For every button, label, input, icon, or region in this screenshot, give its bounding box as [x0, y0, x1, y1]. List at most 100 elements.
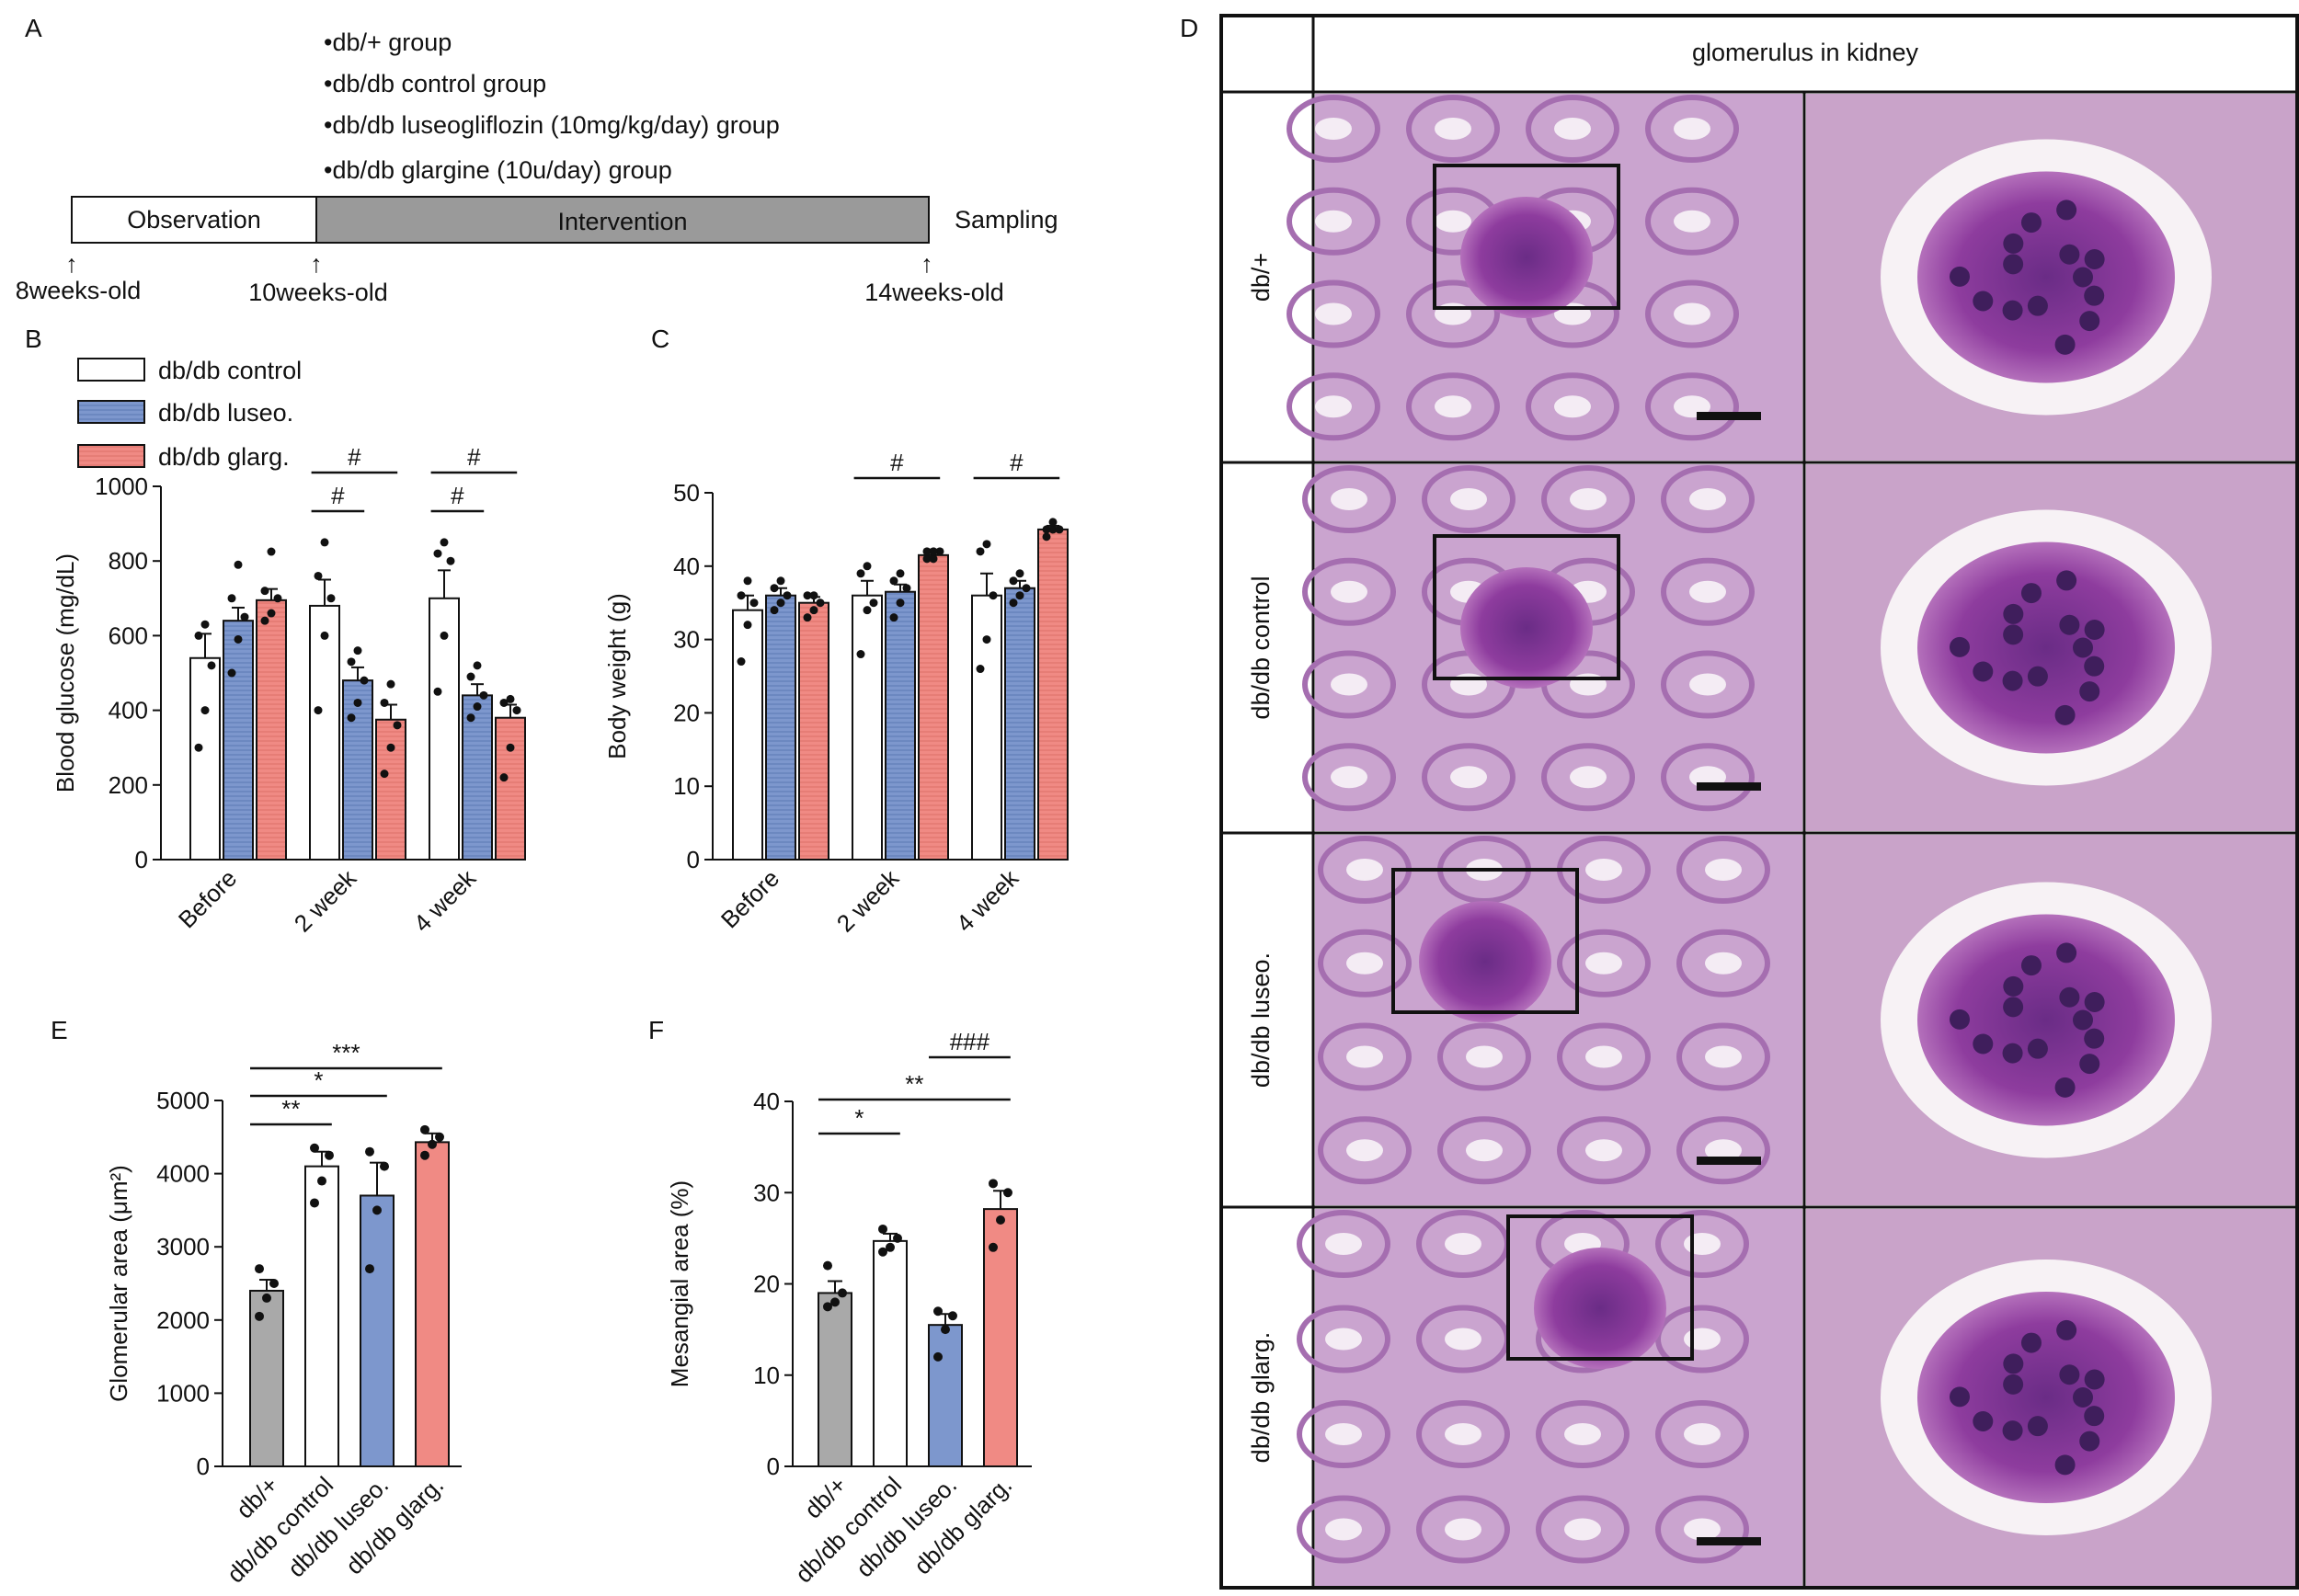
tubule — [1287, 95, 1380, 163]
tubule — [1297, 1400, 1390, 1468]
tubule — [1406, 95, 1500, 163]
data-point — [473, 702, 482, 712]
bar — [732, 609, 763, 861]
y-tick-label: 20 — [673, 699, 700, 726]
data-point — [194, 631, 203, 640]
tubule — [1655, 1400, 1749, 1468]
y-tick-label: 0 — [687, 846, 700, 873]
data-point — [393, 721, 402, 730]
tubule — [1302, 557, 1396, 626]
bar — [1004, 587, 1035, 861]
data-point — [255, 1311, 264, 1321]
data-point — [922, 547, 932, 556]
tubule — [1302, 743, 1396, 812]
data-point — [1042, 532, 1051, 542]
histology-panel: glomerulus in kidney db/+ db/db control db… — [1219, 14, 2299, 1590]
data-point — [347, 657, 356, 667]
data-point — [783, 591, 792, 600]
tubule-lumen — [1689, 488, 1726, 510]
significance-label: ### — [950, 1028, 990, 1055]
data-point — [325, 1150, 334, 1160]
tubule-lumen — [1466, 1045, 1503, 1068]
group-item-2: •db/db control group — [324, 70, 546, 97]
data-point — [776, 576, 785, 586]
data-point — [1003, 1188, 1012, 1198]
tubule — [1297, 1210, 1390, 1278]
nucleus — [2020, 583, 2042, 604]
scale-bar — [1697, 782, 1761, 791]
tubule — [1287, 372, 1380, 441]
nucleus — [1973, 1033, 1994, 1054]
nucleus — [1973, 1410, 1994, 1431]
panel-label-d: D — [1180, 14, 1198, 42]
tubule — [1645, 95, 1739, 163]
data-point — [886, 1242, 895, 1252]
bar — [189, 656, 221, 861]
data-point — [353, 646, 362, 656]
y-tick-label: 1000 — [156, 1379, 210, 1407]
data-point — [989, 1179, 998, 1189]
y-tick-label: 3000 — [156, 1233, 210, 1260]
bar — [495, 716, 526, 861]
nucleus — [2084, 656, 2105, 677]
nucleus — [2073, 637, 2093, 658]
bar — [342, 679, 373, 861]
data-point — [737, 657, 746, 667]
data-point — [499, 698, 509, 707]
tubule-lumen — [1674, 210, 1710, 233]
data-point — [466, 672, 475, 681]
bar — [375, 718, 406, 861]
roi-box — [1433, 534, 1620, 680]
data-point — [1015, 591, 1024, 600]
data-point — [863, 562, 872, 571]
y-axis-label: Blood glucose (mg/dL) — [51, 553, 79, 792]
data-point — [440, 631, 449, 640]
intervention-box — [315, 196, 930, 244]
tubule — [1416, 1400, 1510, 1468]
nucleus — [2054, 334, 2076, 355]
tubule-lumen — [1346, 859, 1383, 881]
nucleus — [2020, 1332, 2042, 1353]
data-point — [262, 1293, 271, 1303]
data-point — [240, 612, 249, 621]
y-tick-label: 800 — [109, 547, 148, 575]
data-point — [830, 1297, 840, 1307]
tubule — [1302, 650, 1396, 719]
chart-e-glomerular-area: 0 1000 2000 3000 4000 5000 Glomerular area (μm… — [105, 1039, 462, 1589]
data-point — [838, 1288, 847, 1298]
group-item-3: •db/db luseogliflozin (10mg/kg/day) grou… — [324, 111, 780, 139]
data-point — [320, 538, 329, 547]
y-tick-label: 10 — [673, 772, 700, 800]
nucleus — [2079, 1431, 2100, 1452]
x-tick-label: Before — [715, 864, 784, 933]
tubule-lumen — [1564, 1518, 1601, 1541]
tubule-lumen — [1315, 210, 1352, 233]
tubule — [1287, 279, 1380, 348]
data-point — [386, 743, 395, 752]
data-point — [770, 584, 779, 593]
tubule-lumen — [1325, 1233, 1362, 1255]
nucleus — [2084, 992, 2105, 1013]
bar — [223, 620, 254, 861]
data-point — [809, 606, 818, 615]
data-point — [1055, 525, 1064, 534]
panel-label-a: A — [25, 14, 42, 42]
tubule — [1536, 1495, 1630, 1564]
legend-label-luseo: db/db luseo. — [158, 399, 293, 427]
y-tick-label: 30 — [753, 1179, 780, 1206]
data-point — [1042, 525, 1051, 534]
significance-label: # — [331, 482, 345, 509]
data-point — [360, 676, 369, 685]
bar — [415, 1141, 450, 1467]
nucleus — [2084, 285, 2105, 306]
tubule-lumen — [1450, 488, 1487, 510]
bar — [462, 694, 493, 861]
bar — [309, 604, 340, 861]
roi-box — [1391, 868, 1579, 1014]
tubule — [1437, 1116, 1531, 1185]
nucleus — [2003, 233, 2024, 254]
tubule-lumen — [1325, 1423, 1362, 1445]
nucleus — [2027, 666, 2048, 687]
tubule-lumen — [1585, 859, 1622, 881]
nucleus — [2003, 254, 2024, 275]
